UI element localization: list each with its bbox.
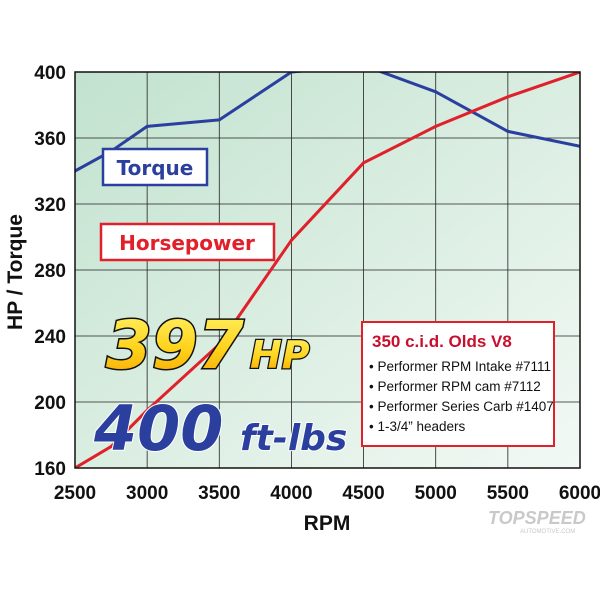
spec-box: 350 c.i.d. Olds V8 • Performer RPM Intak…: [361, 321, 555, 447]
data-point-torque: [145, 124, 149, 128]
data-point-horsepower: [145, 408, 149, 412]
data-point-horsepower: [506, 95, 510, 99]
data-point-torque: [506, 129, 510, 133]
data-point-torque: [217, 118, 221, 122]
spec-item: • 1-3/4” headers: [369, 419, 466, 434]
x-tick-labels: 2500 3000 3500 4000 4500 5000 5500 6000: [54, 483, 600, 504]
plot-frame: [74, 71, 581, 469]
data-point-horsepower: [109, 445, 113, 449]
y-tick-label: 400: [34, 63, 66, 84]
torque-callout: 400 ft-lbs: [92, 391, 348, 466]
spec-title: 350 c.i.d. Olds V8: [372, 332, 512, 351]
watermark-text: TOPSPEED: [488, 508, 586, 528]
horsepower-legend-label: Horsepower: [119, 231, 255, 255]
data-point-torque: [362, 64, 365, 67]
x-tick-label: 3500: [198, 483, 240, 504]
data-point-torque: [434, 90, 438, 94]
data-point-horsepower: [289, 238, 293, 242]
data-point-horsepower: [434, 124, 438, 128]
torque-legend-label: Torque: [117, 156, 194, 180]
y-axis-title: HP / Torque: [4, 214, 27, 330]
y-tick-label: 240: [34, 327, 66, 348]
data-point-horsepower: [362, 161, 366, 165]
y-tick-label: 320: [34, 195, 66, 216]
x-axis-title: RPM: [304, 512, 351, 535]
watermark-logo: TOPSPEED AUTOMOTIVE.COM: [488, 508, 586, 535]
hp-callout-unit: HP: [250, 333, 310, 377]
y-tick-label: 280: [34, 261, 66, 282]
x-tick-label: 2500: [54, 483, 96, 504]
x-tick-label: 3000: [126, 483, 168, 504]
watermark-subtext: AUTOMOTIVE.COM: [520, 529, 575, 535]
y-tick-label: 360: [34, 129, 66, 150]
x-tick-label: 5000: [415, 483, 457, 504]
spec-item: • Performer RPM cam #7112: [369, 379, 541, 394]
y-tick-label: 160: [34, 459, 66, 480]
series-line-torque: [75, 72, 580, 173]
spec-item: • Performer RPM Intake #7111: [369, 359, 551, 374]
torque-callout-value: 400: [93, 392, 223, 465]
horsepower-legend-box: Horsepower: [99, 222, 276, 262]
y-tick-labels: 160 200 240 280 320 360 400: [34, 63, 66, 480]
spec-item: • Performer Series Carb #1407: [369, 399, 554, 414]
hp-callout: 397 HP: [105, 306, 312, 386]
y-tick-label: 200: [34, 393, 66, 414]
x-tick-label: 4000: [270, 483, 312, 504]
torque-callout-unit: ft-lbs: [240, 418, 347, 459]
x-tick-label: 5500: [487, 483, 529, 504]
series-lines: [75, 64, 580, 468]
torque-legend-box: Torque: [101, 147, 209, 187]
hp-callout-value: 397: [106, 307, 244, 384]
x-tick-label: 6000: [559, 483, 600, 504]
data-point-horsepower: [217, 342, 221, 346]
x-tick-label: 4500: [342, 483, 384, 504]
